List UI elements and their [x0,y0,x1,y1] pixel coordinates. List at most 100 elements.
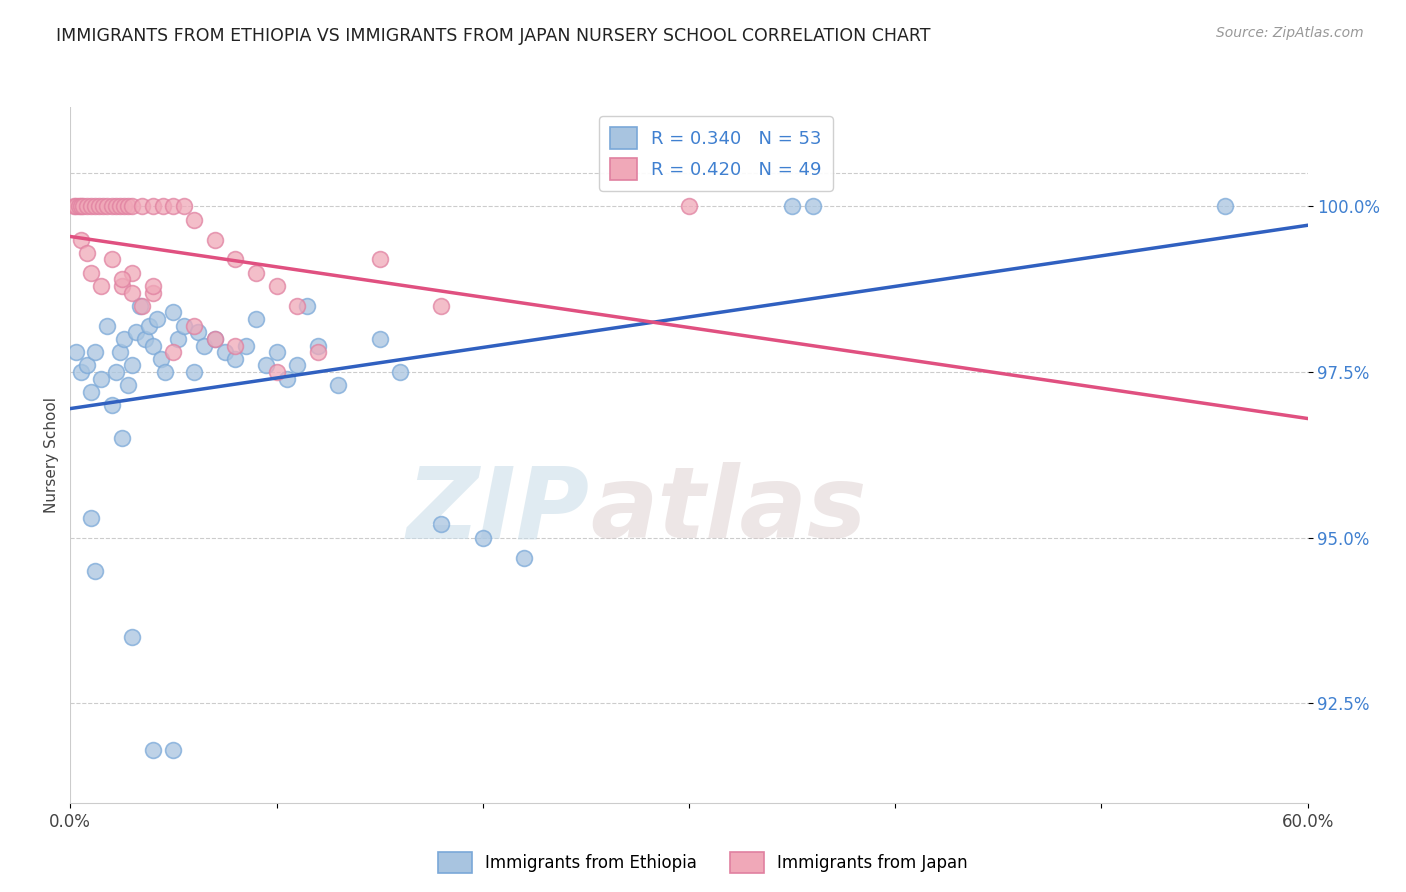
Point [153,365,176,379]
Point [65,345,87,359]
Point [183,318,205,333]
Point [780,199,803,213]
Y-axis label: Nursery School: Nursery School [44,397,59,513]
Point [150,351,173,366]
Point [108,345,131,359]
Point [276,372,298,386]
Point [142,338,165,352]
Point [138,318,160,333]
Point [100,252,122,267]
Point [63,199,86,213]
Point [152,199,174,213]
Point [90,372,112,386]
Point [134,332,156,346]
Point [142,285,165,300]
Point [125,326,148,340]
Point [173,199,195,213]
Point [104,365,127,379]
Point [67,199,90,213]
Point [131,299,153,313]
Text: ZIP: ZIP [406,462,591,559]
Point [112,332,135,346]
Point [84,564,107,578]
Point [142,199,165,213]
Point [307,338,329,352]
Point [90,279,112,293]
Point [254,359,277,373]
Point [91,199,114,213]
Text: Source: ZipAtlas.com: Source: ZipAtlas.com [1216,26,1364,40]
Point [117,199,139,213]
Point [121,199,143,213]
Point [111,272,134,286]
Point [214,345,236,359]
Legend: R = 0.340   N = 53, R = 0.420   N = 49: R = 0.340 N = 53, R = 0.420 N = 49 [599,116,832,191]
Point [368,252,391,267]
Point [69,233,91,247]
Point [266,345,288,359]
Point [121,630,143,644]
Point [108,199,131,213]
Point [430,299,453,313]
Point [84,199,107,213]
Point [430,517,453,532]
Point [183,212,205,227]
Point [204,332,226,346]
Point [307,345,329,359]
Point [245,266,267,280]
Point [204,233,226,247]
Point [80,199,103,213]
Point [104,199,127,213]
Point [328,378,350,392]
Point [142,279,165,293]
Text: atlas: atlas [591,462,866,559]
Point [193,338,215,352]
Point [96,199,118,213]
Point [297,299,319,313]
Point [162,305,184,319]
Point [166,332,188,346]
Point [162,345,184,359]
Point [111,431,134,445]
Point [678,199,700,213]
Point [121,359,143,373]
Point [162,743,184,757]
Point [1213,199,1236,213]
Legend: Immigrants from Ethiopia, Immigrants from Japan: Immigrants from Ethiopia, Immigrants fro… [432,846,974,880]
Point [187,326,209,340]
Point [183,365,205,379]
Point [129,299,152,313]
Point [76,359,98,373]
Point [801,199,824,213]
Point [142,743,165,757]
Point [112,199,135,213]
Point [224,252,246,267]
Point [69,365,91,379]
Point [121,285,143,300]
Point [65,199,87,213]
Point [146,312,169,326]
Point [285,299,308,313]
Point [100,199,122,213]
Point [84,345,107,359]
Point [89,199,111,213]
Point [80,266,103,280]
Point [266,279,288,293]
Point [80,384,103,399]
Point [131,199,153,213]
Point [69,199,91,213]
Point [76,199,98,213]
Point [235,338,257,352]
Point [285,359,308,373]
Point [100,398,122,412]
Point [513,550,536,565]
Point [72,199,94,213]
Point [162,199,184,213]
Point [117,378,139,392]
Point [266,365,288,379]
Point [76,245,98,260]
Point [224,351,246,366]
Point [245,312,267,326]
Point [96,318,118,333]
Point [471,531,494,545]
